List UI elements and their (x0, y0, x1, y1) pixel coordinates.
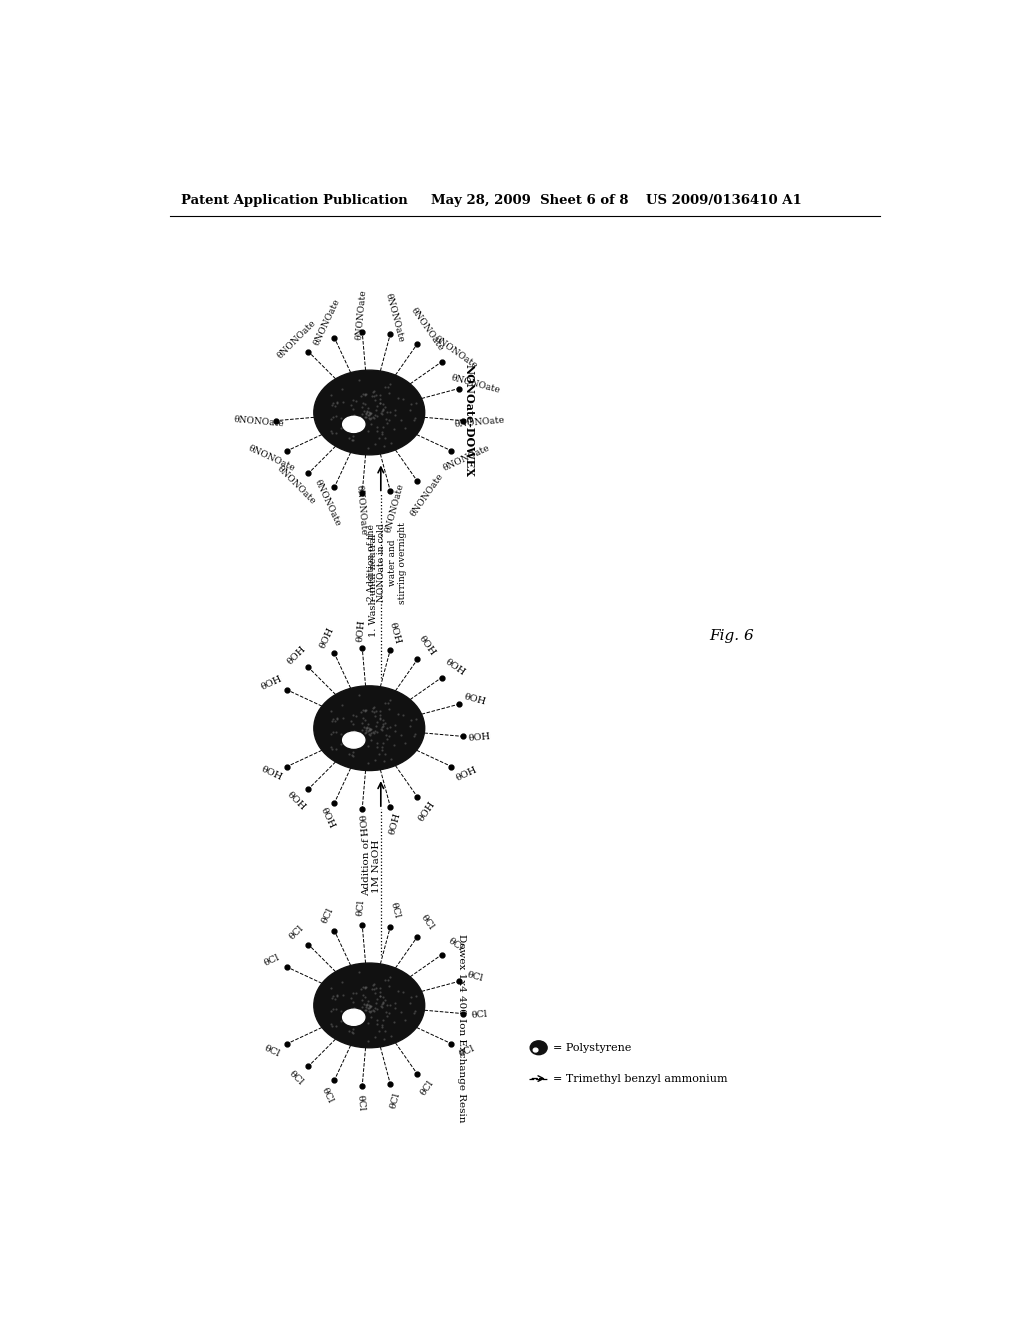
Text: θCl: θCl (288, 1069, 305, 1088)
Text: θNONOate: θNONOate (432, 334, 479, 370)
Text: θCl: θCl (319, 1086, 335, 1105)
Text: θCl: θCl (388, 1092, 401, 1110)
Text: 2.Addition of the
NONOate in cold
water and
stirring overnight: 2.Addition of the NONOate in cold water … (367, 521, 408, 603)
Text: θNONOate: θNONOate (275, 465, 317, 507)
Text: 1. Wash until neutral: 1. Wash until neutral (369, 535, 378, 638)
Text: θCl: θCl (471, 1010, 488, 1020)
Text: θCl: θCl (288, 924, 305, 941)
Ellipse shape (343, 733, 365, 748)
Text: θOH: θOH (318, 807, 336, 830)
Text: θCl: θCl (355, 899, 366, 916)
Text: θCl: θCl (262, 952, 281, 968)
Text: θNONOate: θNONOate (247, 444, 297, 473)
Text: May 28, 2009  Sheet 6 of 8: May 28, 2009 Sheet 6 of 8 (431, 194, 629, 207)
Text: θOH: θOH (387, 622, 402, 645)
Text: θOH: θOH (417, 634, 437, 657)
Text: θNONOate: θNONOate (275, 318, 317, 360)
Text: Addition of
1M NaOH: Addition of 1M NaOH (361, 838, 381, 896)
Text: θNONOate: θNONOate (442, 444, 492, 473)
Text: θOH: θOH (286, 789, 307, 812)
Text: θNONOate: θNONOate (354, 289, 368, 341)
Text: = Trimethyl benzyl ammonium: = Trimethyl benzyl ammonium (553, 1073, 727, 1084)
Text: θNONOate: θNONOate (454, 416, 505, 429)
Text: θCl: θCl (446, 937, 465, 953)
Text: θNONOate: θNONOate (409, 473, 445, 519)
Text: θNONOate: θNONOate (233, 416, 285, 429)
Text: θOH: θOH (318, 626, 336, 651)
Text: θOH: θOH (455, 764, 479, 783)
Text: θOH: θOH (355, 619, 367, 643)
Ellipse shape (343, 416, 365, 433)
Text: θOH: θOH (387, 812, 402, 836)
Text: θOH: θOH (417, 799, 437, 822)
Text: θOH: θOH (443, 657, 467, 678)
Text: θCl: θCl (319, 906, 335, 924)
Text: NONOate-DOWEX: NONOate-DOWEX (464, 364, 475, 477)
Text: θNONOate: θNONOate (384, 292, 406, 343)
Text: Patent Application Publication: Patent Application Publication (180, 194, 408, 207)
Text: θOH: θOH (286, 644, 307, 667)
Ellipse shape (534, 1048, 538, 1052)
Text: θCl: θCl (355, 1094, 366, 1111)
Ellipse shape (530, 1040, 547, 1055)
Text: θNONOate: θNONOate (312, 297, 342, 347)
Text: θCl: θCl (466, 970, 484, 983)
Text: θOH: θOH (463, 693, 487, 708)
Ellipse shape (313, 964, 425, 1048)
Text: θOH: θOH (260, 675, 284, 692)
Ellipse shape (343, 1010, 365, 1026)
Text: Fig. 6: Fig. 6 (709, 628, 754, 643)
Text: = Polystyrene: = Polystyrene (553, 1043, 631, 1053)
Text: θNONOate: θNONOate (354, 484, 368, 536)
Text: θOH: θOH (355, 814, 367, 837)
Text: θCl: θCl (458, 1043, 476, 1059)
Ellipse shape (313, 370, 425, 455)
Text: θNONOate: θNONOate (450, 374, 501, 395)
Text: θCl: θCl (262, 1043, 281, 1059)
Text: θNONOate: θNONOate (384, 482, 406, 533)
Text: θCl: θCl (419, 913, 435, 932)
Text: US 2009/0136410 A1: US 2009/0136410 A1 (646, 194, 802, 207)
Text: θOH: θOH (468, 733, 492, 743)
Text: Dowex 1x4 400 Ion Exchange Resin: Dowex 1x4 400 Ion Exchange Resin (457, 935, 466, 1123)
Text: θOH: θOH (260, 764, 284, 783)
Text: θCl: θCl (388, 902, 401, 920)
Text: θNONOate: θNONOate (312, 478, 342, 528)
Ellipse shape (313, 686, 425, 771)
Text: θCl: θCl (419, 1078, 435, 1097)
Text: θNONOate: θNONOate (409, 306, 445, 352)
